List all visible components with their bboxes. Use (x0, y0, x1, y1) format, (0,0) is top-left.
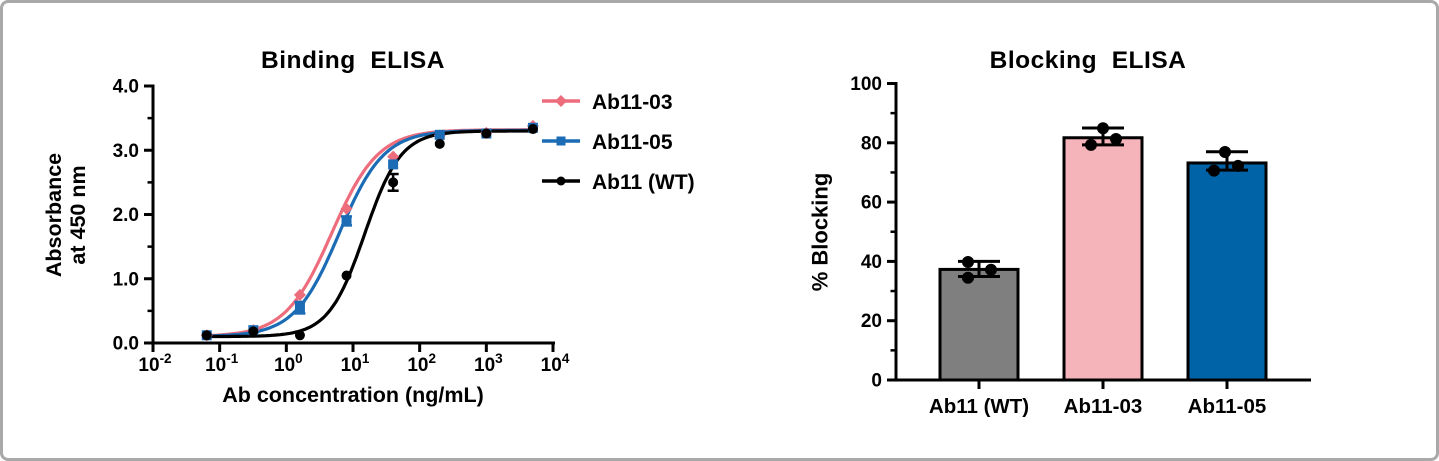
replicate-dot (962, 255, 974, 268)
series-curve-ab11-05 (202, 128, 536, 338)
series-curve-ab11-03 (202, 128, 536, 338)
category-label-ab11-03: Ab11-03 (1063, 395, 1143, 418)
circle-marker (341, 270, 352, 281)
binding-legend: Ab11-03 Ab11-05 Ab11 (WT) (541, 91, 695, 195)
svg-text:100: 100 (274, 351, 303, 376)
series-curve-ab11-wt- (202, 129, 536, 339)
binding-x-axis-label: Ab concentration (ng/mL) (222, 383, 484, 407)
replicate-dot (1085, 138, 1097, 151)
binding-plot-group: 0.0 1.0 2.0 3.0 4.0 10-2 10-1 100 101 102 103 104 (113, 77, 570, 377)
svg-text:101: 101 (341, 351, 370, 376)
replicate-dot (1232, 159, 1244, 172)
svg-text:80: 80 (861, 133, 882, 154)
svg-text:0.0: 0.0 (113, 334, 139, 355)
bar-ab11-05 (1186, 161, 1268, 382)
replicate-dot (1110, 132, 1122, 145)
replicate-dot (1097, 122, 1109, 135)
blocking-y-axis-label: % Blocking (807, 172, 833, 292)
circle-marker (294, 330, 305, 341)
svg-text:10-1: 10-1 (205, 351, 239, 376)
binding-y-axis-label: Absorbance at 450 nm (42, 153, 90, 277)
ab11-03-line-marker-icon (541, 92, 581, 115)
circle-marker (388, 177, 399, 188)
svg-text:2.0: 2.0 (113, 205, 139, 226)
ab11-05-line-marker-icon (541, 132, 581, 155)
legend-item-ab11-wt: Ab11 (WT) (541, 171, 695, 195)
svg-text:104: 104 (541, 351, 570, 376)
charts-canvas: 0.0 1.0 2.0 3.0 4.0 10-2 10-1 100 101 102 103 104 0 2… (113, 74, 1311, 392)
svg-text:40: 40 (861, 252, 882, 273)
circle-marker (201, 330, 212, 341)
binding-y-axis-label-line2: at 450 nm (66, 165, 90, 265)
square-marker (556, 136, 566, 145)
svg-text:10-2: 10-2 (138, 351, 171, 376)
legend-item-ab11-03: Ab11-03 (541, 91, 695, 115)
circle-marker (248, 326, 259, 337)
blocking-plot-group: 0 20 40 60 80 100 (850, 74, 1311, 392)
diamond-marker (555, 94, 567, 107)
svg-text:20: 20 (861, 311, 882, 332)
svg-text:3.0: 3.0 (113, 141, 139, 162)
svg-text:103: 103 (474, 351, 503, 376)
square-marker (294, 302, 305, 313)
replicate-dot (962, 271, 974, 284)
blocking-chart-title: Blocking ELISA (989, 47, 1187, 74)
bar-ab11-03 (1062, 136, 1144, 382)
svg-text:4.0: 4.0 (113, 77, 139, 98)
square-marker (341, 215, 352, 226)
circle-marker (434, 138, 445, 149)
circle-marker (481, 128, 492, 139)
legend-label-ab11-05: Ab11-05 (592, 131, 673, 154)
bar-ab11-wt- (938, 267, 1020, 382)
ab11-wt-line-marker-icon (541, 172, 581, 195)
legend-label-ab11-03: Ab11-03 (592, 91, 673, 114)
legend-item-ab11-05: Ab11-05 (541, 131, 695, 155)
svg-text:102: 102 (407, 351, 436, 376)
square-marker (434, 129, 445, 140)
diamond-marker (340, 202, 353, 215)
category-label-ab11-05: Ab11-05 (1187, 395, 1267, 418)
replicate-dot (1208, 164, 1220, 177)
replicate-dot (1219, 145, 1231, 158)
legend-label-ab11-wt: Ab11 (WT) (592, 171, 695, 194)
svg-text:1.0: 1.0 (113, 269, 139, 290)
circle-marker (527, 124, 538, 135)
binding-chart-title: Binding ELISA (261, 47, 445, 74)
svg-text:0: 0 (871, 371, 882, 392)
svg-text:60: 60 (861, 193, 882, 214)
binding-y-axis-label-line1: Absorbance (41, 152, 66, 278)
circle-marker (556, 176, 566, 185)
square-marker (388, 159, 399, 170)
category-label-ab11-wt: Ab11 (WT) (928, 395, 1030, 418)
replicate-dot (985, 263, 997, 276)
svg-text:100: 100 (850, 74, 882, 95)
diamond-marker (293, 288, 306, 301)
